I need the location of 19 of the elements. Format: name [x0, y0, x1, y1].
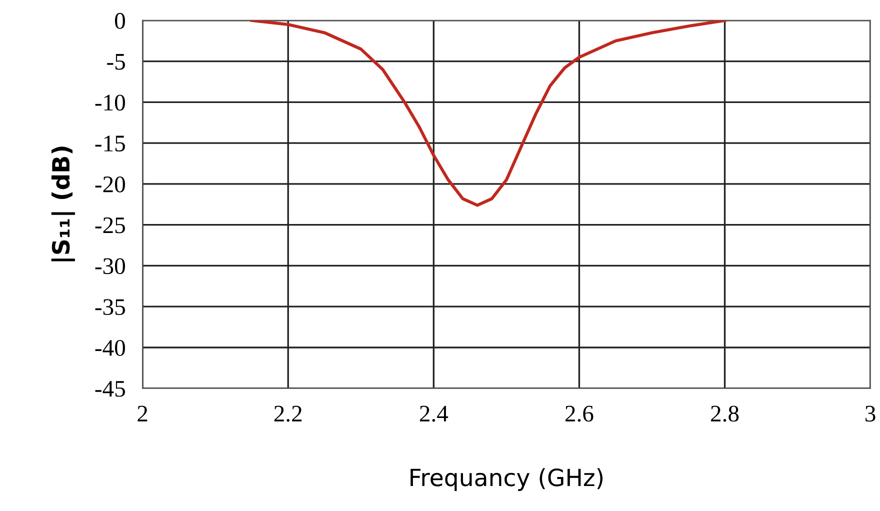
x-tick-label: 3 [866, 406, 876, 422]
y-tick-label: -25 [95, 217, 125, 234]
x-tick-label: 2.4 [420, 406, 448, 422]
line-series [250, 20, 726, 207]
y-tick-label: -30 [95, 258, 125, 274]
x-tick-label: 2 [138, 406, 148, 422]
y-tick-label: -35 [95, 299, 125, 316]
y-tick-label: 0 [114, 12, 125, 29]
y-tick-label: -10 [95, 94, 125, 111]
y-tick-label: -15 [95, 136, 125, 152]
x-tick-label: 2.6 [565, 406, 594, 422]
y-tick-label: -20 [95, 176, 125, 192]
y-tick-label: -45 [95, 381, 125, 397]
x-tick-label: 2.2 [274, 406, 302, 422]
y-tick-label: -5 [107, 54, 125, 70]
x-tick-label: 2.8 [711, 406, 739, 422]
x-axis-title: Frequancy (GHz) [410, 468, 603, 491]
y-axis-title: |S₁₁| (dB) [51, 146, 75, 262]
y-tick-label: -40 [95, 340, 125, 356]
